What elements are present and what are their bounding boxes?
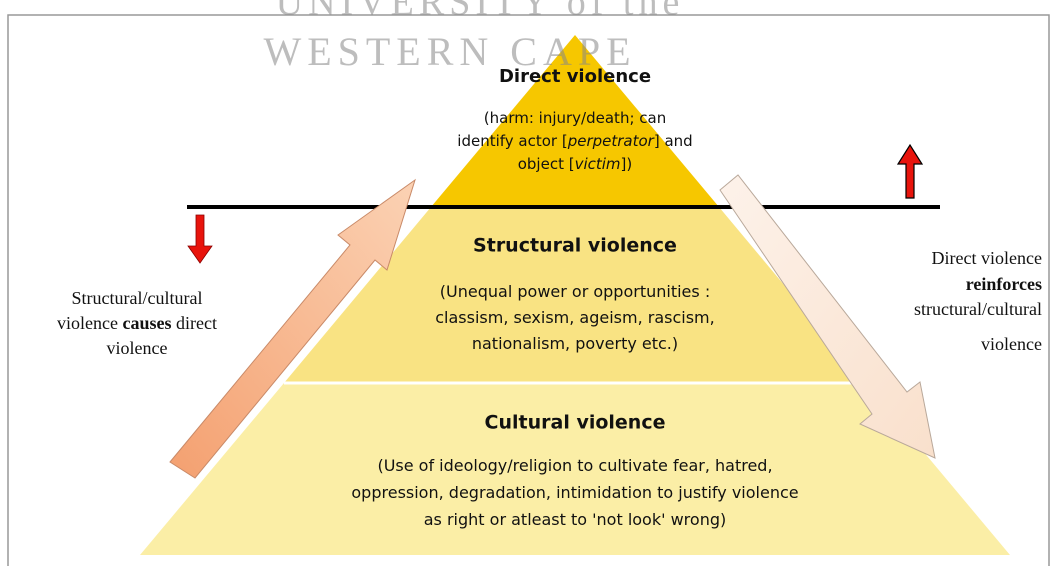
text-run: direct [172, 313, 217, 333]
left-note-line: violence [107, 338, 168, 358]
text-run: identify actor [ [457, 132, 567, 150]
right-note-line: Direct violence [932, 248, 1042, 268]
tier-title: Direct violence [499, 66, 651, 87]
tier-description-line: (Unequal power or opportunities : [440, 282, 710, 301]
text-run: Direct violence [932, 248, 1042, 268]
left-note-line: Structural/cultural [72, 288, 203, 308]
tier-description-line: nationalism, poverty etc.) [472, 334, 678, 353]
arrow-up-left [169, 178, 416, 479]
text-run: classism, sexism, ageism, rascism, [435, 308, 714, 327]
text-run: ] and [654, 132, 693, 150]
text-run: (Use of ideology/religion to cultivate f… [377, 456, 772, 475]
right-note-line: reinforces [966, 274, 1042, 294]
tier-description-line: oppression, degradation, intimidation to… [351, 483, 798, 502]
tier-structural [284, 207, 866, 383]
tier-title: Cultural violence [485, 412, 666, 434]
text-run: oppression, degradation, intimidation to… [351, 483, 798, 502]
right-note-line: structural/cultural [914, 299, 1042, 319]
text-run: causes [123, 313, 172, 333]
text-run: reinforces [966, 274, 1042, 294]
text-run: as right or atleast to 'not look' wrong) [424, 510, 726, 529]
text-run: Structural/cultural [72, 288, 203, 308]
text-run: (harm: injury/death; can [484, 109, 666, 127]
text-run: perpetrator [567, 132, 655, 150]
text-run: ]) [621, 155, 633, 173]
tier-description-line: as right or atleast to 'not look' wrong) [424, 510, 726, 529]
text-run: nationalism, poverty etc.) [472, 334, 678, 353]
right-note-line: violence [981, 334, 1042, 354]
text-run: (Unequal power or opportunities : [440, 282, 710, 301]
left-note-line: violence causes direct [57, 313, 217, 333]
text-run: structural/cultural [914, 299, 1042, 319]
tier-cultural [140, 383, 1010, 555]
tier-description-line: classism, sexism, ageism, rascism, [435, 308, 714, 327]
text-run: violence [57, 313, 122, 333]
watermark: UNIVERSITY of the WESTERN CAPE [263, 0, 685, 74]
red-arrow-down [187, 214, 213, 264]
text-run: violence [981, 334, 1042, 354]
red-arrow-up [896, 143, 924, 199]
text-run: violence [107, 338, 168, 358]
content: Direct violence (harm: injury/death; can i… [57, 66, 1042, 529]
text-run: object [ [518, 155, 575, 173]
tier-description-line: (harm: injury/death; can [484, 109, 666, 127]
arrow-down-right [719, 174, 936, 459]
tier-direct [431, 35, 719, 207]
tier-description-line: identify actor [perpetrator] and [457, 132, 692, 150]
tier-title: Structural violence [473, 235, 677, 257]
watermark-line1: UNIVERSITY of the [276, 0, 685, 24]
tier-description-line: object [victim]) [518, 155, 633, 173]
tier-description-line: (Use of ideology/religion to cultivate f… [377, 456, 772, 475]
text-run: victim [575, 155, 621, 173]
watermark-line2: WESTERN CAPE [263, 29, 636, 74]
